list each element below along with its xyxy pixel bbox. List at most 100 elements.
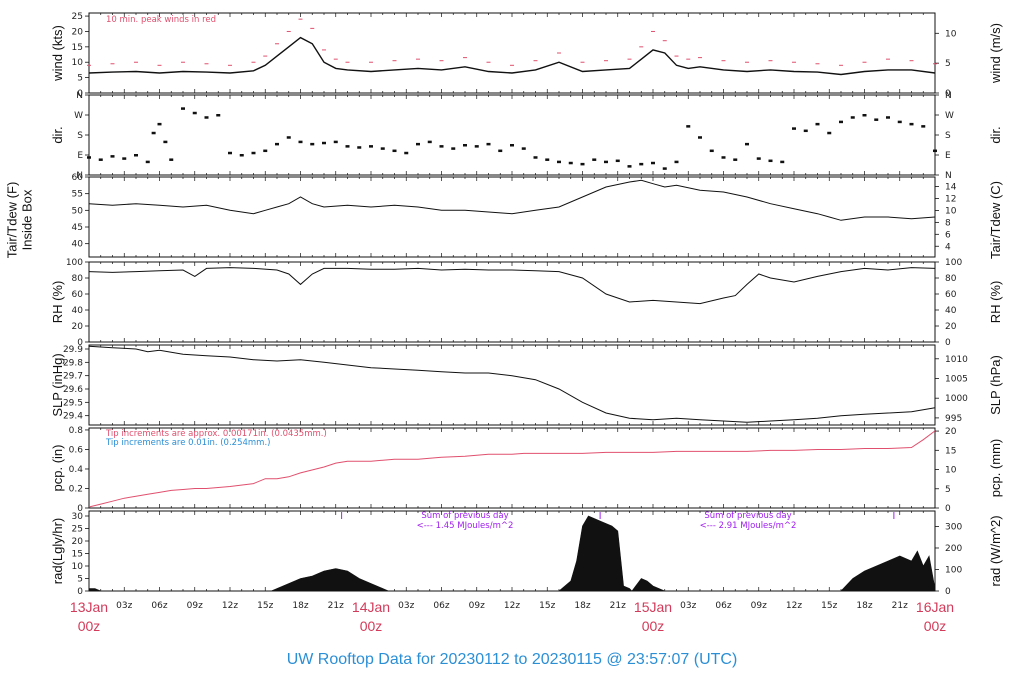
y-tick-label: 5: [77, 575, 83, 585]
dir-point: [87, 156, 91, 159]
y-tick-label: 0.8: [69, 426, 84, 436]
y-label-right-line: Tair/Tdew (C): [988, 181, 1003, 259]
slp-line: [88, 345, 936, 423]
dir-point: [110, 155, 115, 158]
y-tick-label: 1010: [945, 355, 968, 365]
dir-point: [322, 141, 326, 145]
dir-point: [862, 114, 867, 117]
x-day-date: 15Jan: [634, 599, 672, 615]
panel-frame: [88, 344, 936, 426]
rh-line: [88, 267, 936, 305]
y-tick-label: 5: [945, 59, 951, 69]
y-tick-label: 20: [72, 537, 84, 547]
y-label-left: SLP (inHg): [50, 353, 65, 416]
y-label-left: RH (%): [50, 281, 65, 324]
dir-point: [251, 151, 256, 155]
y-tick-label: 60: [945, 290, 957, 300]
y-label-left-line: SLP (inHg): [50, 353, 65, 416]
dir-point: [380, 147, 385, 150]
rad-area: [88, 515, 936, 592]
y-tick-label: 60: [72, 290, 84, 300]
wind-annotation: 10 min. peak winds in red: [106, 15, 216, 25]
y-tick-label: N: [945, 91, 952, 101]
y-tick-label: 995: [945, 414, 962, 424]
x-hour-tick: 06z: [151, 601, 167, 611]
dir-point: [134, 154, 138, 157]
x-hour-tick: 12z: [786, 601, 802, 611]
dir-point: [580, 162, 585, 166]
y-tick-label: 29.8: [63, 358, 83, 368]
y-tick-label: 40: [945, 306, 957, 316]
y-label-right: rad (W/m^2): [988, 515, 1003, 586]
y-tick-label: 29.6: [63, 385, 83, 395]
panel-frame: [88, 261, 936, 343]
x-hour-tick: 03z: [116, 601, 132, 611]
dir-point: [463, 144, 467, 147]
y-label-right-line: SLP (hPa): [988, 355, 1003, 415]
precip-note-red: Tip increments are approx. 0.00171in. (0…: [105, 429, 327, 439]
dir-point: [204, 116, 209, 119]
y-tick-label: 25: [72, 12, 83, 22]
dir-point: [427, 140, 432, 144]
x-hour-tick: 09z: [751, 601, 767, 611]
dir-point: [263, 149, 268, 153]
y-tick-label: 0: [945, 587, 951, 597]
x-hour-tick: 06z: [433, 601, 449, 611]
dir-point: [874, 118, 879, 121]
dir-point: [533, 156, 538, 159]
dir-point: [627, 165, 632, 168]
dir-point: [568, 161, 573, 165]
y-tick-label: 0: [945, 504, 951, 514]
y-tick-label: S: [945, 131, 951, 141]
dir-point: [674, 160, 679, 164]
y-tick-label: 10: [945, 466, 957, 476]
y-tick-label: N: [76, 91, 83, 101]
x-hour-tick: 06z: [715, 601, 731, 611]
y-tick-label: 29.5: [63, 398, 83, 408]
dir-point: [639, 162, 644, 166]
y-tick-label: 1005: [945, 374, 968, 384]
y-tick-label: 100: [945, 258, 962, 268]
y-label-left-line: Inside Box: [20, 189, 35, 250]
daily-sum-value: <--- 2.91 MJoules/m^2: [700, 521, 797, 531]
dir-point: [557, 160, 561, 164]
panel-frame: [88, 176, 936, 258]
x-hour-tick: 03z: [398, 601, 414, 611]
x-hour-tick: 15z: [257, 601, 273, 611]
y-label-right: pcp. (mm): [988, 439, 1003, 498]
y-tick-label: 5: [77, 74, 83, 84]
y-tick-label: 15: [945, 446, 956, 456]
x-day-time: 00z: [642, 618, 665, 634]
x-day-date: 14Jan: [352, 599, 390, 615]
y-tick-label: 12: [945, 194, 956, 204]
y-label-left-line: wind (kts): [50, 25, 65, 82]
y-tick-label: N: [945, 171, 952, 181]
x-day-date: 13Jan: [70, 599, 108, 615]
y-tick-label: 60: [72, 173, 84, 183]
y-tick-label: 50: [72, 206, 84, 216]
y-label-left-line: rad(Lgly/hr): [50, 518, 65, 584]
y-label-right: SLP (hPa): [988, 355, 1003, 415]
x-day-time: 00z: [924, 618, 947, 634]
y-tick-label: 29.4: [63, 412, 83, 422]
y-tick-label: 6: [945, 230, 951, 240]
y-label-left: pcp. (in): [50, 445, 65, 492]
y-tick-label: 0: [77, 338, 83, 348]
x-day-date: 16Jan: [916, 599, 954, 615]
x-hour-tick: 18z: [574, 601, 590, 611]
dir-point: [933, 149, 937, 153]
y-tick-label: 0: [945, 89, 951, 99]
y-label-right: RH (%): [988, 281, 1003, 324]
daily-sum-label: Sum of previous day: [704, 511, 791, 521]
dir-point: [369, 145, 373, 148]
y-tick-label: W: [74, 111, 83, 121]
y-tick-label: 10: [945, 206, 957, 216]
y-tick-label: E: [945, 151, 951, 161]
dir-point: [333, 140, 338, 144]
dir-point: [357, 146, 362, 149]
y-tick-label: 10: [945, 29, 957, 39]
x-hour-tick: 21z: [892, 601, 908, 611]
y-label-left: wind (kts): [50, 25, 65, 82]
wind-line: [88, 36, 936, 76]
y-tick-label: 15: [72, 550, 83, 560]
